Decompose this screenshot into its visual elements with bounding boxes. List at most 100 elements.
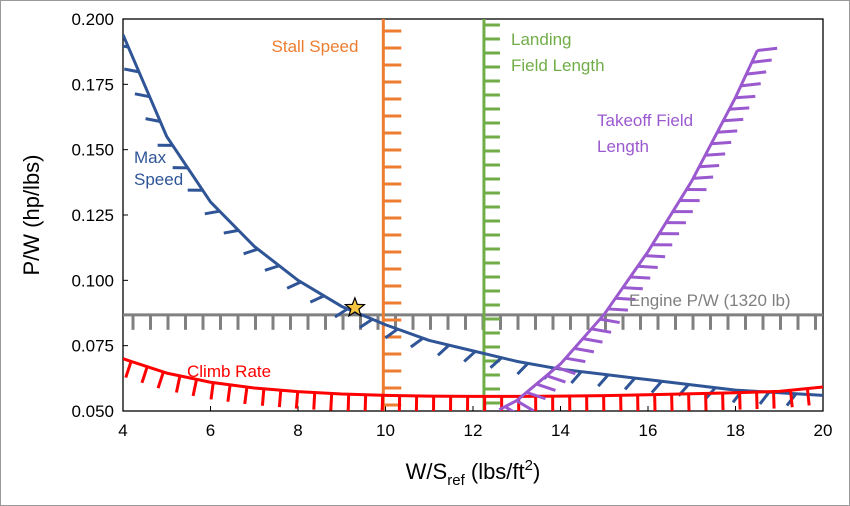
hatch-mark bbox=[312, 392, 317, 410]
hatch-mark bbox=[650, 380, 663, 394]
y-axis-title: P/W (hp/lbs) bbox=[19, 154, 44, 275]
hatch-mark bbox=[191, 379, 199, 397]
y-tick-label: 0.200 bbox=[71, 10, 114, 29]
hatch-mark bbox=[277, 390, 283, 408]
hatch-mark bbox=[156, 371, 165, 389]
hatch-mark bbox=[717, 129, 738, 134]
hatch-mark bbox=[599, 317, 620, 325]
x-tick-label: 12 bbox=[464, 421, 483, 440]
hatch-mark bbox=[124, 360, 133, 379]
hatch-mark bbox=[735, 94, 756, 100]
hatch-mark bbox=[630, 275, 651, 280]
hatch-mark bbox=[711, 140, 732, 146]
hatch-mark bbox=[243, 247, 259, 256]
series-line bbox=[123, 34, 823, 397]
series-annotation: Landing bbox=[511, 30, 572, 49]
series-annotation: Takeoff Field bbox=[597, 111, 693, 130]
hatch-mark bbox=[536, 382, 556, 392]
x-tick-label: 10 bbox=[376, 421, 395, 440]
hatch-mark bbox=[409, 336, 424, 349]
hatch-mark bbox=[260, 388, 266, 406]
hatch-mark bbox=[582, 337, 603, 344]
hatch-mark bbox=[622, 286, 643, 291]
hatch-mark bbox=[384, 327, 399, 340]
hatch-mark bbox=[623, 377, 637, 391]
series-annotation: Field Length bbox=[511, 56, 605, 75]
hatch-mark bbox=[123, 44, 129, 49]
series-annotation: Stall Speed bbox=[272, 37, 359, 56]
x-axis-title-sup: 2 bbox=[525, 457, 533, 474]
hatch-mark bbox=[359, 318, 374, 329]
hatch-mark bbox=[705, 152, 726, 157]
x-axis-title: W/Sref (lbs/ft2) bbox=[406, 457, 541, 489]
design-point-star bbox=[343, 296, 367, 318]
x-tick-label: 6 bbox=[206, 421, 215, 440]
hatch-mark bbox=[286, 280, 302, 290]
hatch-mark bbox=[334, 307, 349, 319]
series-line bbox=[498, 49, 759, 411]
x-tick-label: 18 bbox=[726, 421, 745, 440]
hatch-mark bbox=[309, 294, 325, 304]
x-tick-label: 16 bbox=[639, 421, 658, 440]
hatch-mark bbox=[123, 67, 140, 74]
hatch-mark bbox=[591, 327, 612, 334]
hatch-mark bbox=[504, 405, 516, 411]
hatch-mark bbox=[134, 92, 150, 99]
x-tick-label: 14 bbox=[551, 421, 570, 440]
hatch-mark bbox=[346, 394, 351, 411]
x-axis-title-main: W/S bbox=[406, 459, 448, 484]
hatch-mark bbox=[436, 344, 451, 357]
y-tick-label: 0.125 bbox=[71, 206, 114, 225]
hatch-mark bbox=[489, 356, 503, 369]
y-tick-label: 0.100 bbox=[71, 271, 114, 290]
hatch-mark bbox=[526, 390, 546, 401]
hatch-mark bbox=[363, 394, 368, 411]
hatch-mark bbox=[264, 264, 280, 272]
x-axis-title-sub: ref bbox=[447, 472, 465, 489]
hatch-mark bbox=[746, 70, 767, 76]
x-tick-label: 4 bbox=[118, 421, 127, 440]
hatch-mark bbox=[516, 362, 530, 376]
x-tick-label: 20 bbox=[814, 421, 833, 440]
hatch-mark bbox=[772, 391, 776, 409]
y-tick-label: 0.050 bbox=[71, 402, 114, 421]
hatch-mark bbox=[699, 163, 720, 169]
x-tick-label: 8 bbox=[293, 421, 302, 440]
hatch-mark bbox=[637, 264, 658, 269]
hatch-mark bbox=[329, 393, 334, 411]
hatch-mark bbox=[723, 117, 744, 123]
series-line bbox=[123, 357, 823, 398]
hatch-mark bbox=[204, 209, 220, 216]
hatch-mark bbox=[693, 175, 714, 180]
hatch-mark bbox=[294, 391, 300, 409]
hatch-mark bbox=[380, 395, 385, 411]
hatch-mark bbox=[223, 228, 239, 235]
hatch-mark bbox=[758, 391, 771, 405]
hatch-mark bbox=[597, 373, 610, 388]
hatch-mark bbox=[615, 296, 636, 301]
hatch-mark bbox=[789, 390, 794, 408]
hatch-mark bbox=[645, 254, 666, 259]
hatch-mark bbox=[555, 365, 576, 376]
series-annotation: Engine P/W (1320 lb) bbox=[629, 291, 791, 310]
hatch-mark bbox=[546, 374, 566, 384]
series-annotation: Max bbox=[134, 148, 167, 167]
hatch-mark bbox=[565, 356, 586, 364]
hatch-mark bbox=[740, 82, 761, 88]
hatch-mark bbox=[738, 392, 742, 410]
series-annotation: Climb Rate bbox=[187, 362, 271, 381]
hatch-mark bbox=[607, 307, 629, 312]
x-axis-title-end: ) bbox=[533, 459, 540, 484]
hatch-mark bbox=[463, 350, 477, 363]
hatch-mark bbox=[226, 384, 232, 402]
y-tick-label: 0.075 bbox=[71, 337, 114, 356]
hatch-mark bbox=[757, 46, 778, 53]
hatch-mark bbox=[805, 388, 811, 406]
series-annotation: Speed bbox=[134, 170, 183, 189]
y-tick-label: 0.150 bbox=[71, 141, 114, 160]
hatch-mark bbox=[751, 58, 772, 64]
hatch-mark bbox=[243, 386, 249, 405]
y-tick-label: 0.175 bbox=[71, 75, 114, 94]
